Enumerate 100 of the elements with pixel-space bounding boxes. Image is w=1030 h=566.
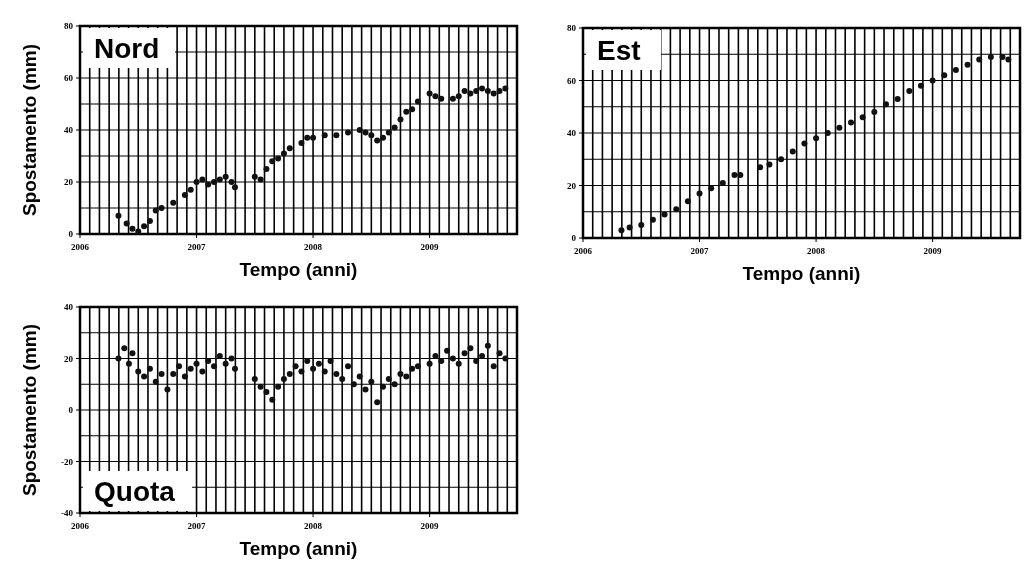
x-axis-title: Tempo (anni)	[239, 259, 358, 280]
point	[999, 53, 1006, 60]
point	[618, 227, 625, 234]
point	[368, 132, 375, 139]
point	[251, 173, 258, 180]
point	[449, 95, 456, 102]
point	[696, 190, 703, 197]
point	[473, 88, 480, 94]
point	[461, 88, 468, 94]
point	[345, 129, 352, 136]
text: Quota	[94, 475, 176, 507]
point	[257, 176, 264, 183]
point	[374, 137, 381, 144]
y-tick-label: 80	[64, 21, 74, 31]
point	[789, 148, 796, 155]
point	[129, 225, 136, 232]
y-tick-label: -40	[61, 508, 74, 518]
point	[467, 90, 474, 97]
point	[813, 135, 820, 142]
x-tick-label: 2009	[420, 521, 440, 531]
x-tick-label: 2009	[923, 246, 943, 256]
point	[231, 184, 238, 191]
y-axis-title: Spostamento (mm)	[19, 43, 40, 217]
point	[403, 108, 410, 115]
point	[115, 212, 122, 219]
point	[766, 161, 773, 168]
point	[882, 101, 889, 108]
x-tick-label: 2007	[187, 521, 207, 531]
point	[199, 176, 206, 183]
point	[719, 179, 726, 186]
point	[836, 124, 843, 131]
y-tick-label: 60	[567, 75, 577, 86]
point	[941, 72, 948, 79]
point	[848, 119, 855, 126]
y-tick-label: 0	[68, 405, 74, 415]
point	[432, 93, 439, 100]
point	[496, 88, 503, 94]
y-tick-label: 20	[64, 353, 74, 364]
point	[906, 88, 913, 94]
point	[205, 181, 212, 188]
point	[684, 198, 691, 205]
point	[673, 206, 680, 213]
point	[181, 192, 188, 198]
point	[211, 179, 218, 185]
point	[187, 186, 194, 193]
point	[280, 150, 287, 157]
x-axis-title: Tempo (anni)	[239, 538, 358, 559]
point	[1005, 56, 1012, 63]
point	[158, 205, 165, 211]
x-tick-label: 2008	[304, 242, 323, 252]
point	[152, 207, 159, 214]
x-tick-label: 2006	[71, 521, 90, 531]
y-axis-title: Spostamento (mm)	[19, 323, 40, 497]
point	[275, 155, 282, 162]
point	[362, 129, 369, 136]
point	[757, 164, 764, 171]
x-tick-label: 2008	[304, 521, 323, 531]
point	[146, 218, 153, 224]
point	[484, 88, 491, 94]
x-tick-label: 2008	[807, 246, 826, 256]
x-axis-title: Tempo (anni)	[742, 263, 861, 284]
point	[952, 67, 959, 73]
point	[228, 179, 235, 185]
y-tick-label: 80	[567, 23, 577, 33]
point	[321, 132, 328, 139]
point	[626, 224, 633, 231]
point	[638, 221, 645, 228]
point	[216, 176, 223, 183]
point	[479, 85, 486, 92]
y-tick-label: 60	[64, 73, 74, 83]
y-tick-label: 20	[567, 180, 577, 191]
point	[391, 124, 398, 131]
point	[263, 166, 270, 172]
y-tick-label: 20	[64, 177, 74, 187]
point	[929, 77, 936, 84]
point	[778, 156, 785, 163]
point	[397, 116, 404, 123]
point	[976, 56, 983, 63]
point	[222, 173, 229, 180]
point	[502, 85, 509, 92]
y-tick-label: 40	[567, 128, 577, 138]
point	[438, 95, 445, 102]
point	[385, 129, 392, 136]
point	[490, 90, 497, 97]
point	[708, 185, 715, 192]
point	[379, 134, 386, 141]
point	[409, 106, 416, 113]
point	[304, 134, 311, 141]
point	[170, 199, 177, 206]
point	[123, 220, 130, 227]
point	[298, 140, 305, 146]
y-tick-label: 40	[64, 302, 74, 312]
point	[871, 109, 878, 115]
point	[661, 211, 668, 218]
point	[426, 90, 433, 97]
point	[649, 216, 656, 223]
y-tick-label: 40	[64, 125, 74, 135]
point	[859, 114, 866, 121]
point	[141, 223, 148, 230]
x-tick-label: 2007	[690, 246, 710, 256]
